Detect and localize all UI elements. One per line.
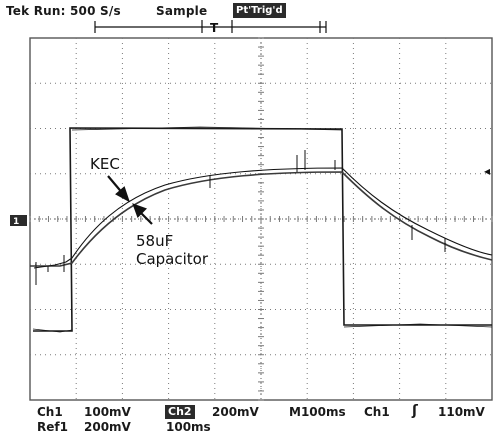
trigger-level[interactable]: 110mV (438, 405, 485, 419)
record-view-bracket[interactable]: T (0, 0, 500, 36)
trace-noise-spikes (35, 150, 446, 285)
ch1-label: Ch1 (37, 405, 63, 419)
ch1-ground-label: 1 (13, 217, 19, 227)
kec-arrow (107, 175, 130, 203)
ch1-noise-trace (32, 126, 493, 333)
status-bar: Tek Run: 500 S/s Sample Pt'Trig'd T (0, 0, 500, 36)
ch2-scale[interactable]: 200mV (212, 405, 259, 419)
graticule (29, 37, 493, 401)
ch1-scale[interactable]: 100mV (84, 405, 131, 419)
ref1-scale: 200mV (84, 420, 131, 434)
trigger-position-marker: T (210, 21, 219, 35)
run-status: Tek Run: 500 S/s (6, 4, 121, 18)
ch2-label[interactable]: Ch2 (165, 405, 195, 419)
ref1-timebase: 100ms (166, 420, 211, 434)
ch1-ground-marker[interactable] (10, 215, 27, 226)
capacitor-arrow (132, 203, 153, 225)
capacitor-value-label: 58uF (136, 232, 173, 250)
acquisition-mode: Sample (156, 4, 208, 18)
trigger-level-marker[interactable]: ◂ (484, 164, 490, 178)
trigger-status-badge: Pt'Trig'd (233, 3, 286, 18)
ref1-capacitor-trace (30, 171, 493, 267)
timebase-readout[interactable]: M100ms (289, 405, 346, 419)
ch2-kec-trace (33, 167, 493, 269)
kec-label: KEC (90, 155, 120, 173)
trigger-slope-icon: ʃ (412, 403, 418, 419)
capacitor-label: Capacitor (136, 250, 209, 268)
trigger-source: Ch1 (364, 405, 390, 419)
ref1-label: Ref1 (37, 420, 68, 434)
